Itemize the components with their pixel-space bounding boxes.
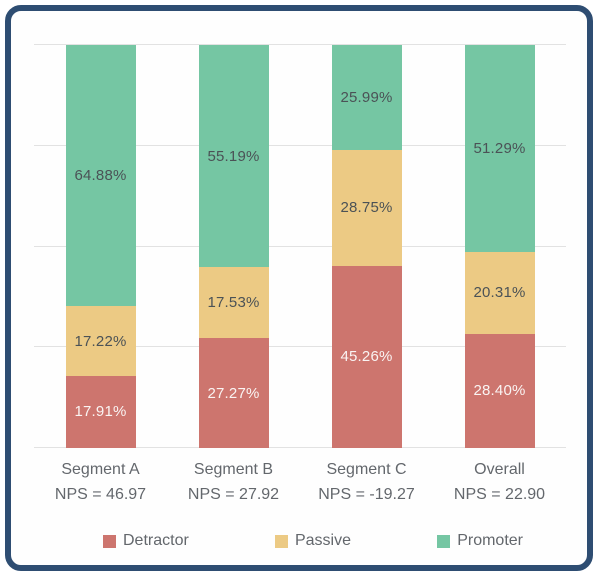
stacked-bar: 17.91% 17.22% 64.88% bbox=[65, 45, 136, 448]
category-label: Segment B NPS = 27.92 bbox=[164, 458, 304, 508]
category-name: Segment B bbox=[193, 461, 274, 478]
detractor-segment: 27.27% bbox=[198, 338, 269, 448]
segment-value-label: 17.91% bbox=[74, 403, 127, 421]
category-label: Overall NPS = 22.90 bbox=[430, 458, 570, 508]
promoter-segment: 55.19% bbox=[198, 45, 269, 268]
segment-value-label: 45.26% bbox=[340, 348, 393, 366]
stacked-bar: 28.40% 20.31% 51.29% bbox=[464, 45, 535, 448]
legend-item-passive: Passive bbox=[274, 532, 352, 550]
bar-column-segment-b: 27.27% 17.53% 55.19% Segment B NPS = 27.92 bbox=[167, 45, 300, 503]
passive-segment: 20.31% bbox=[464, 251, 535, 334]
category-nps: NPS = -19.27 bbox=[318, 485, 415, 503]
bar-column-overall: 28.40% 20.31% 51.29% Overall NPS = 22.90 bbox=[433, 45, 566, 503]
segment-value-label: 27.27% bbox=[207, 384, 260, 402]
promoter-segment: 64.88% bbox=[65, 45, 136, 307]
category-label: Segment C NPS = -19.27 bbox=[297, 458, 437, 508]
bar-column-segment-c: 45.26% 28.75% 25.99% Segment C NPS = -19.27 bbox=[300, 45, 433, 503]
bar-column-segment-a: 17.91% 17.22% 64.88% Segment A NPS = 46.97 bbox=[34, 45, 167, 503]
category-name: Overall bbox=[474, 461, 525, 478]
promoter-swatch-icon bbox=[437, 534, 451, 548]
passive-swatch-icon bbox=[274, 534, 288, 548]
passive-segment: 17.22% bbox=[65, 306, 136, 376]
segment-value-label: 64.88% bbox=[74, 167, 127, 185]
plot-area: 17.91% 17.22% 64.88% Segment A NPS = 46.97 27… bbox=[34, 44, 566, 503]
promoter-segment: 25.99% bbox=[331, 45, 402, 150]
segment-value-label: 25.99% bbox=[340, 88, 393, 106]
segment-value-label: 17.22% bbox=[74, 332, 127, 350]
legend-label: Passive bbox=[294, 532, 352, 549]
category-name: Segment A bbox=[61, 461, 140, 478]
legend-item-detractor: Detractor bbox=[103, 532, 189, 550]
legend: Detractor Passive Promoter bbox=[34, 532, 564, 550]
detractor-segment: 17.91% bbox=[65, 375, 136, 448]
segment-value-label: 51.29% bbox=[473, 139, 526, 157]
segment-value-label: 17.53% bbox=[207, 294, 260, 312]
gridline-25pct bbox=[34, 346, 566, 348]
legend-item-promoter: Promoter bbox=[437, 532, 523, 550]
gridline-100pct bbox=[34, 44, 566, 45]
detractor-segment: 45.26% bbox=[331, 265, 402, 448]
stacked-bar: 45.26% 28.75% 25.99% bbox=[331, 45, 402, 448]
legend-label: Detractor bbox=[123, 532, 189, 549]
category-name: Segment C bbox=[326, 461, 407, 478]
segment-value-label: 28.40% bbox=[473, 382, 526, 400]
gridline-75pct bbox=[34, 144, 566, 146]
category-nps: NPS = 22.90 bbox=[453, 485, 546, 503]
detractor-swatch-icon bbox=[103, 534, 116, 548]
segment-value-label: 55.19% bbox=[207, 147, 260, 165]
stacked-bar: 27.27% 17.53% 55.19% bbox=[198, 45, 269, 448]
detractor-segment: 28.40% bbox=[464, 333, 535, 448]
chart-card: 17.91% 17.22% 64.88% Segment A NPS = 46.97 27… bbox=[5, 5, 593, 571]
category-nps: NPS = 27.92 bbox=[187, 485, 280, 503]
category-nps: NPS = 46.97 bbox=[54, 485, 147, 503]
category-label: Segment A NPS = 46.97 bbox=[31, 458, 171, 508]
passive-segment: 28.75% bbox=[331, 149, 402, 266]
legend-label: Promoter bbox=[457, 532, 523, 549]
segment-value-label: 20.31% bbox=[473, 284, 526, 302]
gridline-0pct bbox=[34, 447, 566, 448]
gridline-50pct bbox=[34, 245, 566, 247]
promoter-segment: 51.29% bbox=[464, 45, 535, 252]
segment-value-label: 28.75% bbox=[340, 199, 393, 217]
passive-segment: 17.53% bbox=[198, 267, 269, 339]
